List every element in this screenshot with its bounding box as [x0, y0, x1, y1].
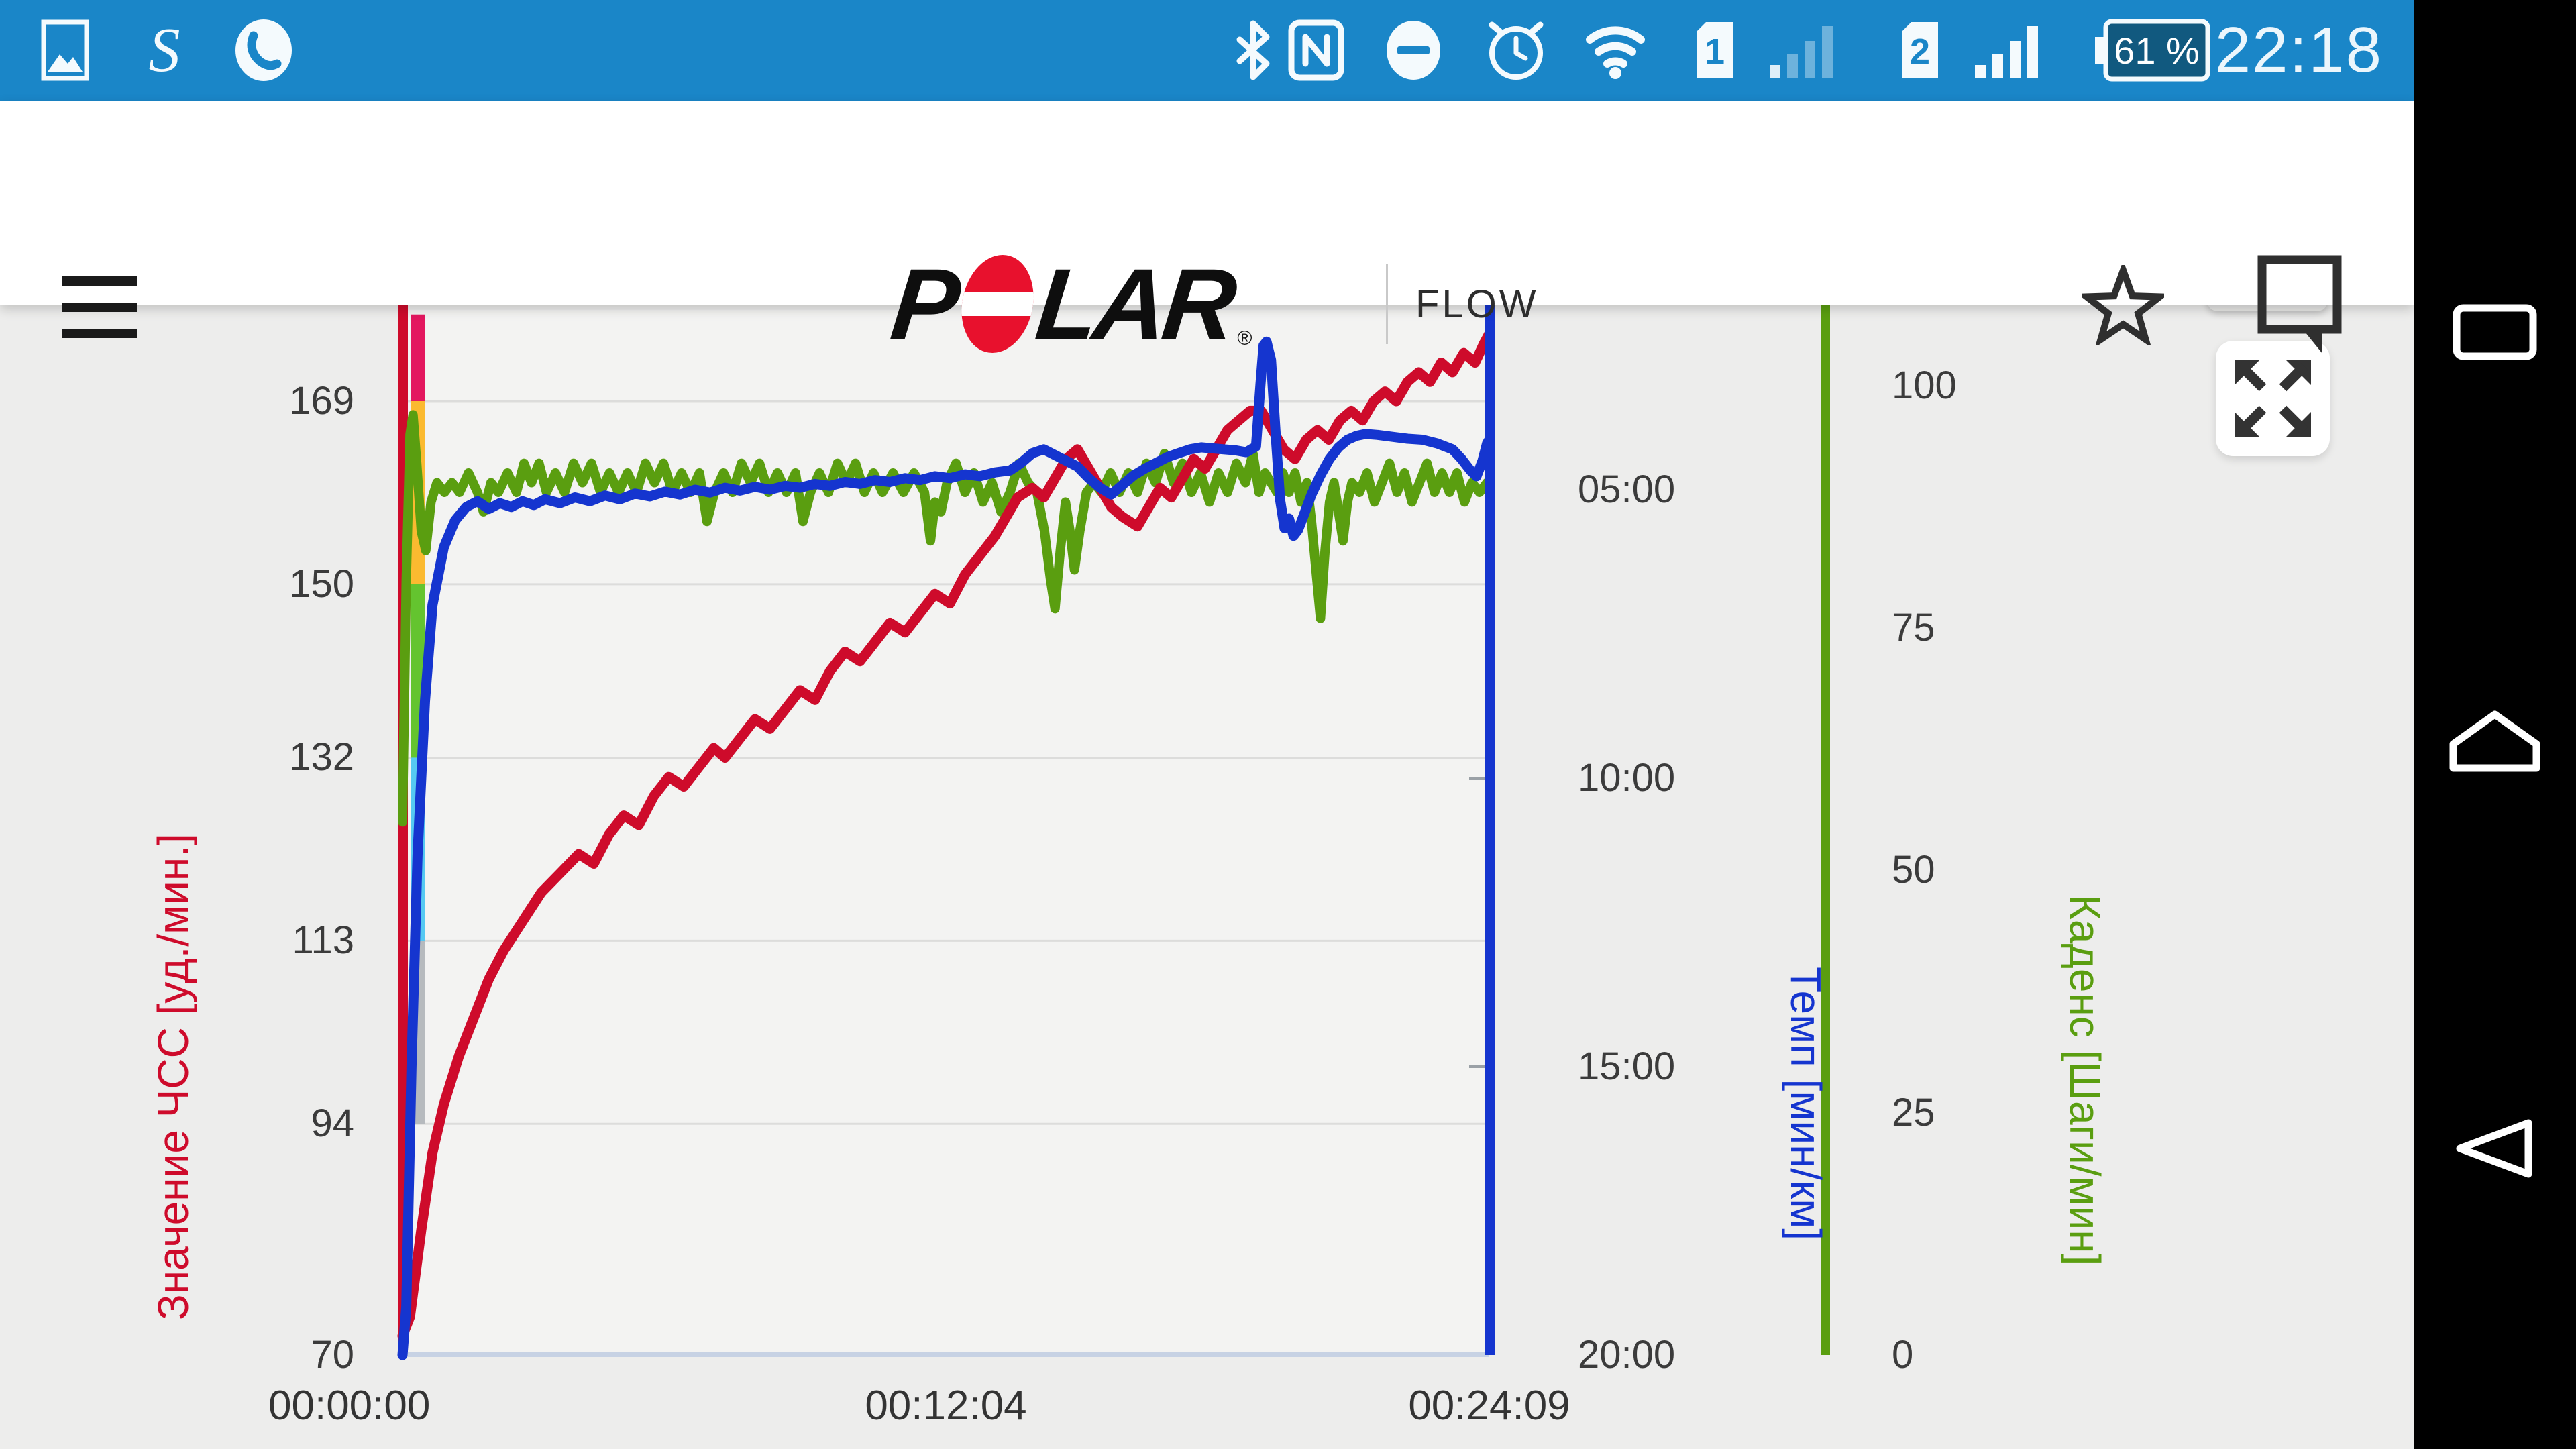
pace-tick-2000: 20:00 [1578, 1333, 1676, 1377]
star-icon [2082, 265, 2164, 345]
polar-logo: P LAR ® [886, 248, 1252, 360]
cadence-axis-title: Каденс [Шаги/мин] [2061, 894, 2109, 1266]
logo-red-o [957, 255, 1038, 353]
x-tick-start: 00:00:00 [268, 1383, 431, 1429]
do-not-disturb-icon [1377, 0, 1450, 101]
pace-axis-tick [1469, 1065, 1485, 1068]
home-button[interactable] [2414, 641, 2576, 842]
gallery-icon [35, 0, 95, 101]
registered-mark: ® [1237, 327, 1252, 350]
favorite-button[interactable] [2076, 258, 2170, 352]
nfc-icon [1283, 0, 1350, 101]
x-tick-end: 00:24:09 [1408, 1383, 1570, 1429]
fullscreen-button[interactable] [2216, 341, 2330, 456]
hr-axis-title: Значение ЧСС [уд./мин.] [149, 833, 197, 1320]
comments-button[interactable] [2254, 255, 2348, 354]
wifi-icon [1575, 0, 1656, 101]
cadence-tick-75: 75 [1892, 606, 1935, 649]
cadence-tick-25: 25 [1892, 1091, 1935, 1134]
activity-chart-canvas[interactable] [0, 305, 2414, 1449]
x-tick-middle: 00:12:04 [865, 1383, 1027, 1429]
back-button[interactable] [2414, 1048, 2576, 1249]
s-note-icon: S [148, 15, 180, 85]
pace-tick-1000: 10:00 [1578, 756, 1676, 800]
bluetooth-icon [1226, 0, 1280, 101]
home-icon [2449, 710, 2540, 772]
back-icon [2456, 1119, 2532, 1178]
pace-line [397, 336, 1495, 1360]
pace-axis-tick [1469, 777, 1485, 780]
recents-button[interactable] [2414, 231, 2576, 433]
pace-axis-title: Темп [мин/км] [1782, 967, 1830, 1240]
menu-button[interactable] [62, 276, 137, 338]
sim2-badge-icon: 2 [1893, 0, 1947, 101]
svg-text:1: 1 [1705, 32, 1725, 72]
hr-zone-band-zone5 [411, 314, 425, 401]
sim2-signal-icon [1968, 0, 2049, 101]
cadence-tick-100: 100 [1892, 364, 1957, 407]
status-bar: S [0, 0, 2414, 101]
pace-axis-line [1485, 305, 1495, 1355]
expand-icon [2235, 360, 2311, 437]
svg-text:61 %: 61 % [2114, 30, 2200, 72]
hr-line [397, 329, 1495, 1341]
hr-tick-169: 169 [289, 379, 354, 423]
phone-call-icon [227, 0, 301, 101]
cadence-line [398, 410, 1494, 827]
pace-tick-1500: 15:00 [1578, 1044, 1676, 1088]
logo-letter-p: P [886, 248, 961, 360]
android-nav-bar [2414, 0, 2576, 1449]
cadence-axis-line [1821, 305, 1830, 1355]
sim1-signal-icon [1763, 0, 1843, 101]
recents-icon [2453, 304, 2537, 360]
sim1-badge-icon: 1 [1688, 0, 1741, 101]
cadence-tick-0: 0 [1892, 1333, 1914, 1377]
battery-icon: 61 % [2086, 0, 2220, 101]
hr-tick-70: 70 [311, 1333, 354, 1377]
app-header: P LAR ® FLOW [0, 101, 2414, 360]
hr-tick-94: 94 [311, 1102, 354, 1145]
hr-tick-150: 150 [289, 562, 354, 606]
training-session-chart: Значение ЧСС [уд./мин.] 169 150 132 113 … [0, 294, 2414, 1449]
hr-tick-132: 132 [289, 735, 354, 779]
comment-icon [2257, 255, 2342, 354]
logo-divider [1386, 264, 1388, 344]
x-axis-line [402, 1352, 1489, 1357]
hr-tick-113: 113 [292, 918, 354, 962]
status-clock: 22:18 [2214, 14, 2383, 86]
cadence-tick-50: 50 [1892, 848, 1935, 892]
product-name: FLOW [1415, 282, 1539, 326]
alarm-icon [1479, 0, 1553, 101]
svg-text:2: 2 [1910, 32, 1930, 72]
pace-tick-0500: 05:00 [1578, 468, 1676, 511]
logo-letters-lar: LAR [1031, 248, 1238, 360]
